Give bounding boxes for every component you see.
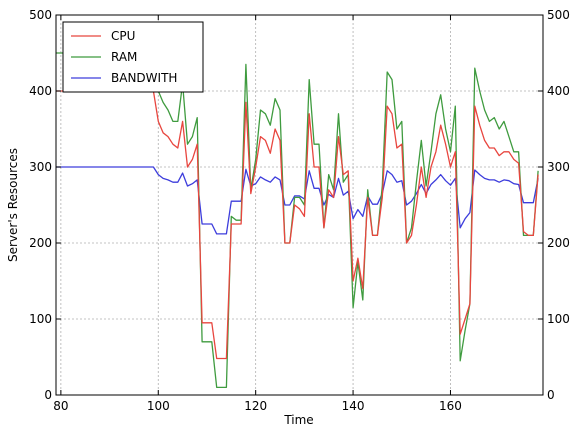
y-tick-label-right: 0 <box>547 388 555 402</box>
x-tick-label: 140 <box>342 399 365 413</box>
legend-label-ram: RAM <box>111 50 137 64</box>
y-tick-label-right: 200 <box>547 236 570 250</box>
y-tick-label-right: 300 <box>547 160 570 174</box>
x-axis-label: Time <box>283 413 313 427</box>
x-tick-label: 120 <box>244 399 267 413</box>
plot-frame <box>55 14 544 396</box>
y-tick-label-left: 500 <box>29 8 52 22</box>
axis-ticks <box>56 14 543 396</box>
y-tick-label-left: 200 <box>29 236 52 250</box>
y-tick-label-right: 500 <box>547 8 570 22</box>
legend-label-bandwith: BANDWITH <box>111 71 177 85</box>
axis-tick-labels: 80 100 120 140 160 0 0 100 100 200 200 300 300 400 400… <box>29 8 570 413</box>
plot-series <box>56 52 539 389</box>
x-tick-label: 160 <box>439 399 462 413</box>
y-tick-label-left: 100 <box>29 312 52 326</box>
y-tick-label-left: 400 <box>29 84 52 98</box>
y-tick-label-left: 0 <box>44 388 52 402</box>
y-axis-label: Server's Resources <box>6 148 20 262</box>
y-tick-label-right: 100 <box>547 312 570 326</box>
legend: CPU RAM BANDWITH <box>62 21 204 93</box>
y-tick-label-left: 300 <box>29 160 52 174</box>
series-line-cpu <box>56 90 539 360</box>
y-tick-label-right: 400 <box>547 84 570 98</box>
x-tick-label: 80 <box>53 399 68 413</box>
x-tick-label: 100 <box>147 399 170 413</box>
legend-label-cpu: CPU <box>111 29 135 43</box>
